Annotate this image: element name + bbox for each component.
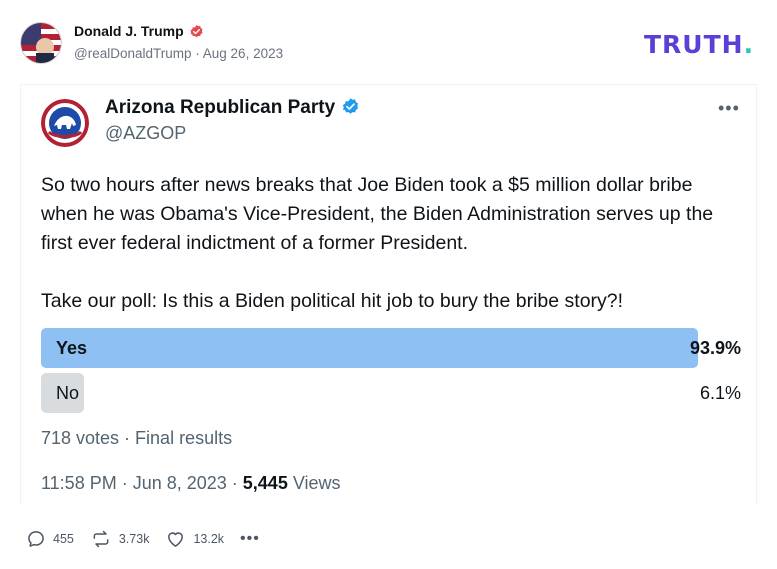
tweet-timestamp[interactable]: 11:58 PM · Jun 8, 2023 · 5,445 Views (41, 473, 341, 494)
tweet-paragraph: So two hours after news breaks that Joe … (41, 174, 714, 254)
like-button[interactable]: 13.2k (165, 529, 224, 549)
poll-label-no: No (56, 383, 80, 403)
poll-label-yes: Yes (56, 338, 88, 358)
reply-button[interactable]: 455 (26, 529, 74, 549)
reply-icon (28, 531, 44, 547)
tweet-more-button[interactable]: ••• (718, 98, 740, 118)
tweet-time: 11:58 PM · Jun 8, 2023 · (41, 473, 243, 493)
meta-separator: · (195, 46, 200, 61)
poll-option-yes[interactable]: Yes 93.9% (41, 328, 741, 368)
poll-bar-no (41, 373, 84, 413)
account-handle[interactable]: @AZGOP (105, 123, 187, 143)
poll-option-no[interactable]: No 6.1% (41, 373, 741, 413)
post-date[interactable]: Aug 26, 2023 (202, 46, 284, 61)
account-avatar[interactable] (41, 99, 89, 147)
author-handle[interactable]: @realDonaldTrump (74, 46, 192, 61)
retruth-icon (93, 530, 109, 548)
poll-summary: 718 votes · Final results (41, 428, 233, 448)
author-name[interactable]: Donald J. Trump (74, 23, 204, 39)
post-meta: @realDonaldTrump · Aug 26, 2023 (74, 46, 283, 61)
truth-social-logo[interactable]: TRUTH. (644, 30, 755, 59)
views-count: 5,445 (242, 473, 288, 493)
retruth-button[interactable]: 3.73k (90, 529, 150, 549)
author-avatar[interactable] (20, 22, 62, 64)
tweet-paragraph: Take our poll: Is this a Biden political… (41, 290, 624, 312)
poll-bar-yes (41, 328, 699, 368)
tweet-text: So two hours after news breaks that Joe … (41, 171, 731, 316)
views-label: Views (287, 473, 341, 493)
more-icon[interactable]: ••• (240, 530, 260, 547)
action-bar: 455 3.73k 13.2k ••• (26, 528, 276, 550)
verified-badge-icon (190, 24, 203, 38)
verified-badge-icon (343, 98, 359, 114)
reply-count: 455 (53, 532, 74, 546)
poll-percent-no: 6.1% (699, 383, 741, 403)
poll-percent-yes: 93.9% (689, 338, 741, 358)
retruth-count: 3.73k (118, 532, 150, 546)
like-icon (168, 532, 184, 547)
like-count: 13.2k (193, 532, 225, 546)
account-name[interactable]: Arizona Republican Party (105, 97, 360, 119)
embedded-tweet-card[interactable]: Arizona Republican Party @AZGOP ••• So t… (20, 84, 757, 504)
